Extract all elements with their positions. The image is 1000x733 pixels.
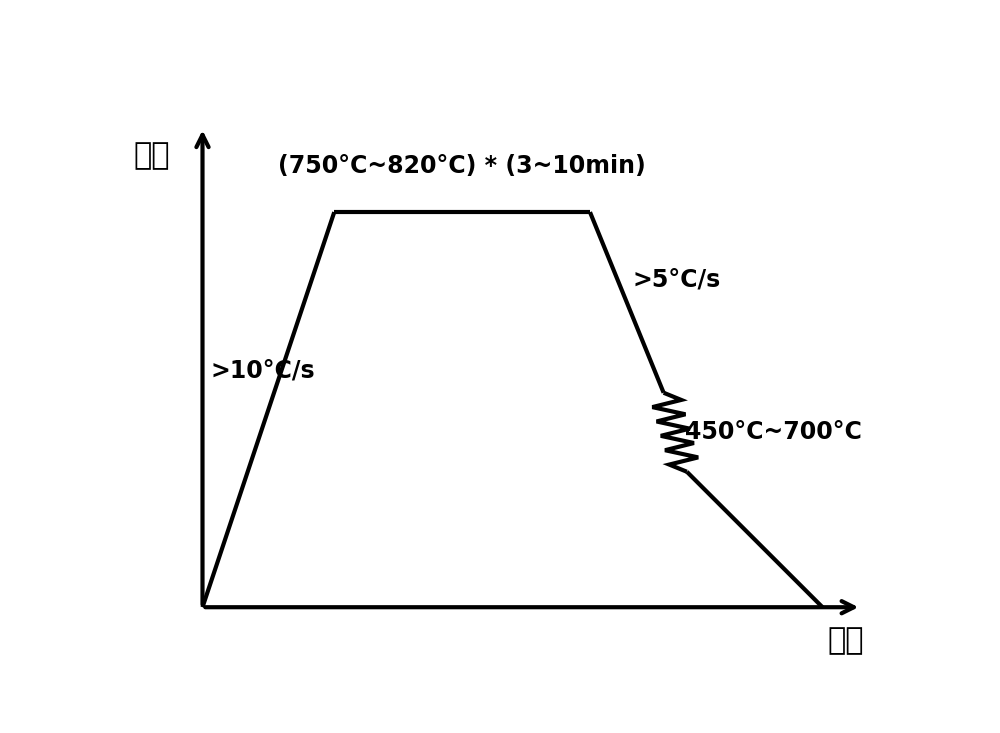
Text: (750°C~820°C) * (3~10min): (750°C~820°C) * (3~10min) [278, 154, 646, 178]
Text: 温度: 温度 [134, 141, 170, 170]
Text: >10°C/s: >10°C/s [210, 358, 315, 382]
Text: >5°C/s: >5°C/s [633, 268, 721, 292]
Text: 450°C~700°C: 450°C~700°C [685, 420, 862, 444]
Text: 时间: 时间 [828, 627, 864, 655]
